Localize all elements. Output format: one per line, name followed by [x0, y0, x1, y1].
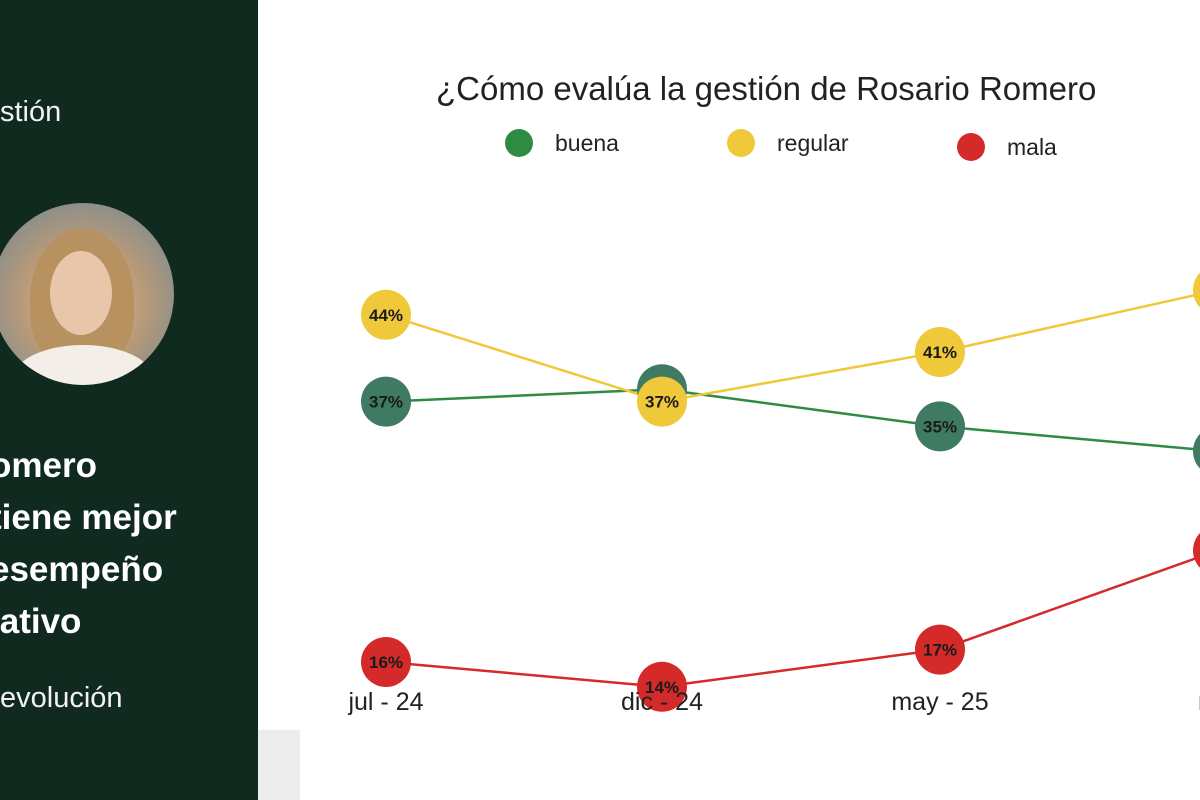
point-buena-2 [915, 401, 965, 452]
point-mala-0 [361, 637, 411, 687]
series-points: 37%38%35%44%37%41%16%14%17% [361, 272, 1200, 712]
sidebar-bottom-text: evolución [0, 682, 123, 714]
point-regular-2 [915, 327, 965, 377]
headline-line-3: esempeño [0, 550, 164, 589]
x-tick-label-0: jul - 24 [347, 688, 423, 716]
data-label-regular-1: 37% [645, 393, 679, 412]
legend-label-mala: mala [1007, 133, 1057, 160]
point-mala-1 [637, 661, 687, 712]
point-mala-3 [1193, 533, 1200, 568]
data-label-regular-0: 44% [369, 306, 403, 325]
footer-strip [258, 730, 300, 800]
point-regular-1 [637, 376, 687, 427]
legend-label-buena: buena [555, 129, 619, 156]
line-buena [385, 387, 1200, 451]
data-label-mala-2: 17% [923, 641, 957, 660]
point-mala-2 [915, 624, 965, 675]
sidebar-headline: omero tiene mejor esempeño lativo [0, 440, 177, 648]
photo-face [50, 251, 112, 335]
x-tick-label-2: may - 25 [891, 688, 988, 716]
legend-dot-regular [727, 129, 755, 157]
series-lines [385, 292, 1200, 689]
point-regular-0 [361, 289, 411, 340]
headline-line-1: omero [0, 446, 97, 485]
legend-item-mala: mala [957, 133, 1057, 161]
legend-item-regular: regular [727, 129, 849, 157]
point-regular-3 [1193, 272, 1200, 308]
point-buena-0 [361, 376, 411, 427]
profile-photo [0, 203, 174, 385]
sidebar-top-text: stión [0, 96, 62, 128]
legend-item-buena: buena [505, 129, 619, 157]
data-label-mala-1: 14% [645, 678, 679, 697]
headline-line-2: tiene mejor [0, 498, 177, 537]
legend-dot-mala [957, 133, 985, 161]
legend-dot-buena [505, 129, 533, 157]
x-tick-label-1: dic - 24 [621, 688, 703, 716]
data-label-buena-0: 37% [369, 393, 403, 412]
line-mala [385, 555, 1200, 689]
line-regular [385, 292, 1200, 403]
sidebar-panel: stión omero tiene mejor esempeño lativo … [0, 0, 258, 800]
data-label-buena-2: 35% [923, 417, 957, 436]
data-label-mala-0: 16% [369, 653, 403, 672]
chart-title: ¿Cómo evalúa la gestión de Rosario Romer… [436, 70, 1097, 107]
legend-label-regular: regular [777, 129, 849, 156]
point-buena-3 [1193, 433, 1200, 469]
headline-line-4: lativo [0, 602, 82, 641]
x-tick-label-3: ma [1198, 688, 1200, 716]
data-label-regular-2: 41% [923, 343, 957, 362]
